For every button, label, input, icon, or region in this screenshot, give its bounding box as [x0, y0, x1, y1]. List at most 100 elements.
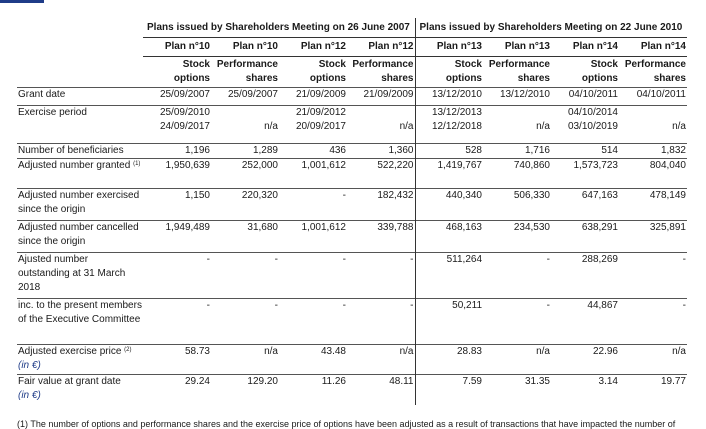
table-cell: 1,950,639 — [143, 158, 211, 189]
type-header: Performance shares — [488, 59, 550, 84]
table-cell: - — [347, 252, 415, 299]
plan-header: Plan n°13 — [483, 37, 551, 57]
table-cell: n/a — [483, 105, 551, 144]
table-cell: 04/10/2011 — [619, 87, 687, 106]
table-cell: - — [279, 252, 347, 299]
table-cell: 647,163 — [551, 188, 619, 221]
row-label-text: Ajusted number outstanding at 31 March 2… — [18, 254, 126, 293]
table-cell: 1,196 — [143, 143, 211, 159]
table-cell: 252,000 — [211, 158, 279, 189]
table-cell: 220,320 — [211, 188, 279, 221]
row-label-text: Adjusted number cancelled since the orig… — [18, 222, 139, 247]
table-cell: 436 — [279, 143, 347, 159]
table-row: Ajusted number outstanding at 31 March 2… — [17, 252, 687, 299]
table-body: Grant date 25/09/2007 25/09/2007 21/09/2009… — [17, 87, 687, 405]
table-cell: 325,891 — [619, 220, 687, 253]
table-cell: 1,360 — [347, 143, 415, 159]
header-accent-bar — [0, 0, 44, 3]
table-cell: - — [483, 298, 551, 345]
plan-header: Plan n°12 — [347, 37, 415, 57]
row-label: inc. to the present members of the Execu… — [17, 298, 143, 345]
table-row: Exercise period 25/09/2010 24/09/2017 n/a… — [17, 105, 687, 144]
type-header: Performance shares — [624, 59, 686, 84]
table-cell: 44,867 — [551, 298, 619, 345]
type-header: Performance shares — [216, 59, 278, 84]
table-cell: - — [143, 252, 211, 299]
table-cell: 339,788 — [347, 220, 415, 253]
plan-header-row: Plan n°10 Plan n°10 Plan n°12 Plan n°12 … — [17, 37, 687, 57]
table-row: Adjusted number cancelled since the orig… — [17, 220, 687, 253]
plan-header: Plan n°10 — [211, 37, 279, 57]
table-cell: 129.20 — [211, 374, 279, 405]
row-label: Ajusted number outstanding at 31 March 2… — [17, 252, 143, 299]
table-cell: 04/10/2014 03/10/2019 — [551, 105, 619, 144]
table-cell: 31.35 — [483, 374, 551, 405]
table-cell: 638,291 — [551, 220, 619, 253]
table-cell: n/a — [347, 344, 415, 375]
table-cell: n/a — [619, 344, 687, 375]
group-header-2007: Plans issued by Shareholders Meeting on … — [143, 18, 415, 38]
table-cell: 1,716 — [483, 143, 551, 159]
table-cell: 13/12/2013 12/12/2018 — [414, 105, 483, 144]
row-label-text: Adjusted number granted — [18, 160, 131, 171]
table-cell: - — [211, 252, 279, 299]
row-label-text: Fair value at grant date — [18, 376, 121, 387]
table-row: inc. to the present members of the Execu… — [17, 298, 687, 345]
table-cell: 11.26 — [279, 374, 347, 405]
row-label: Fair value at grant date (in €) — [17, 374, 143, 405]
row-label-text: inc. to the present members of the Execu… — [18, 300, 142, 325]
table-row: Number of beneficiaries 1,196 1,289 436 1,36… — [17, 143, 687, 159]
table-row: Adjusted number granted (1) 1,950,639 252,… — [17, 158, 687, 189]
table-cell: 21/09/2009 — [347, 87, 415, 106]
table-row: Grant date 25/09/2007 25/09/2007 21/09/2009… — [17, 87, 687, 106]
footnote-ref: (1) — [133, 161, 141, 167]
table-cell: 21/09/2012 20/09/2017 — [279, 105, 347, 144]
footnote: (1) The number of options and performanc… — [17, 419, 676, 429]
table-cell: 182,432 — [347, 188, 415, 221]
table-cell: 1,419,767 — [414, 158, 483, 189]
table-cell: 13/12/2010 — [414, 87, 483, 106]
table-cell: 1,949,489 — [143, 220, 211, 253]
table-cell: 234,530 — [483, 220, 551, 253]
table-cell: n/a — [211, 105, 279, 144]
row-label: Grant date — [17, 87, 143, 106]
table-cell: 28.83 — [414, 344, 483, 375]
table-cell: 511,264 — [414, 252, 483, 299]
plan-header: Plan n°10 — [143, 37, 211, 57]
table-cell: 528 — [414, 143, 483, 159]
plan-header: Plan n°14 — [551, 37, 619, 57]
plan-header: Plan n°14 — [619, 37, 687, 57]
table-cell: 1,150 — [143, 188, 211, 221]
row-label: Adjusted number exercised since the orig… — [17, 188, 143, 221]
table-cell: - — [211, 298, 279, 345]
type-header: Stock options — [414, 56, 483, 88]
table-cell: 522,220 — [347, 158, 415, 189]
row-label: Adjusted number cancelled since the orig… — [17, 220, 143, 253]
table-cell: - — [483, 252, 551, 299]
table-cell: 1,001,612 — [279, 220, 347, 253]
table-cell: 25/09/2010 24/09/2017 — [143, 105, 211, 144]
table-row: Adjusted number exercised since the orig… — [17, 188, 687, 221]
table-cell: 740,860 — [483, 158, 551, 189]
table-cell: 804,040 — [619, 158, 687, 189]
group-header-2010: Plans issued by Shareholders Meeting on … — [414, 18, 687, 38]
footnote-ref: (2) — [124, 347, 132, 353]
table-cell: n/a — [347, 105, 415, 144]
table-cell: 21/09/2009 — [279, 87, 347, 106]
plan-header: Plan n°13 — [414, 37, 483, 57]
table-cell: - — [279, 298, 347, 345]
table-cell: - — [143, 298, 211, 345]
row-label: Exercise period — [17, 105, 143, 144]
table-cell: 22.96 — [551, 344, 619, 375]
plan-header: Plan n°12 — [279, 37, 347, 57]
table-cell: 1,289 — [211, 143, 279, 159]
table-cell: 19.77 — [619, 374, 687, 405]
table-cell: 25/09/2007 — [143, 87, 211, 106]
table-cell: 440,340 — [414, 188, 483, 221]
table-cell: - — [619, 298, 687, 345]
table-cell: 25/09/2007 — [211, 87, 279, 106]
table-cell: 1,832 — [619, 143, 687, 159]
row-label: Adjusted exercise price (2) (in €) — [17, 344, 143, 375]
row-label-text: Adjusted exercise price — [18, 346, 122, 357]
table-cell: 29.24 — [143, 374, 211, 405]
